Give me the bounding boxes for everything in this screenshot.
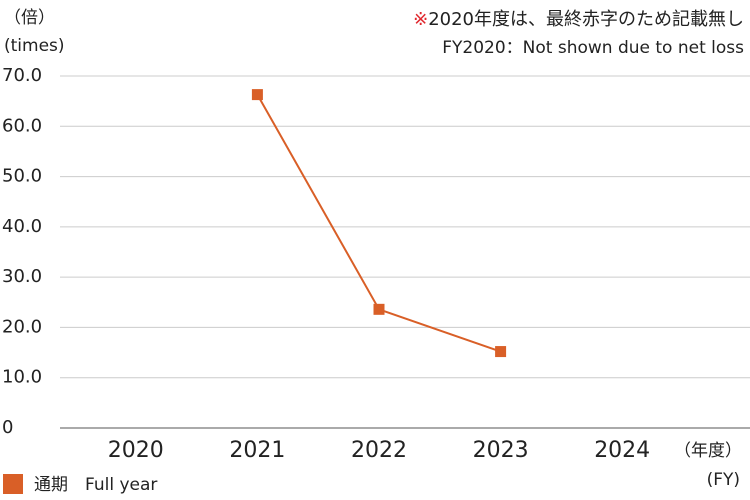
- x-tick-label: 2020: [108, 438, 164, 463]
- y-unit-ja: （倍）: [4, 8, 55, 28]
- legend-label: 通期 Full year: [34, 475, 157, 495]
- y-tick-label: 70.0: [2, 65, 42, 86]
- y-tick-label: 20.0: [2, 316, 42, 337]
- y-tick-label: 0: [2, 417, 13, 438]
- note-en: FY2020：Not shown due to net loss: [442, 38, 744, 58]
- y-tick-label: 30.0: [2, 266, 42, 287]
- point: [373, 303, 385, 315]
- x-unit-en: (FY): [707, 470, 740, 490]
- x-tick-label: 2021: [229, 438, 285, 463]
- y-tick-label: 60.0: [2, 115, 42, 136]
- y-tick-label: 40.0: [2, 216, 42, 237]
- y-unit-en: (times): [4, 36, 65, 56]
- x-tick-label: 2023: [473, 438, 529, 463]
- point: [495, 346, 507, 358]
- x-tick-label: 2022: [351, 438, 407, 463]
- x-unit-ja: （年度）: [674, 441, 742, 461]
- y-tick-label: 50.0: [2, 166, 42, 187]
- note-ja: ※2020年度は、最終赤字のため記載無し: [413, 9, 744, 30]
- point: [251, 89, 263, 101]
- note-text: 2020年度は、最終赤字のため記載無し: [428, 9, 744, 30]
- y-tick-label: 10.0: [2, 367, 42, 388]
- legend-swatch: [3, 474, 23, 494]
- note-mark: ※: [413, 9, 428, 30]
- x-tick-label: 2024: [594, 438, 650, 463]
